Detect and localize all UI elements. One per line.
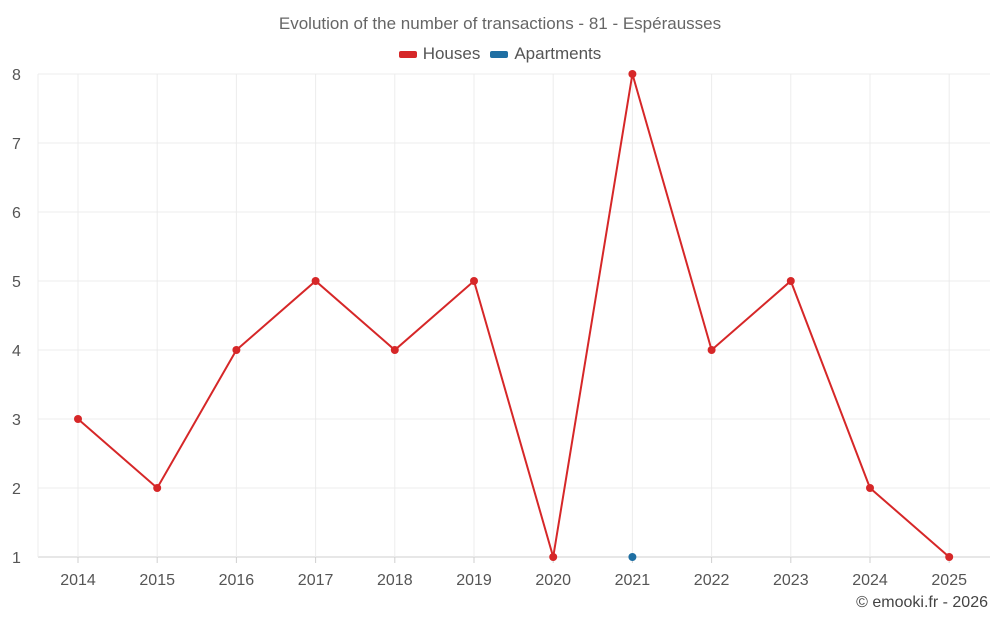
y-tick-label: 7 <box>12 136 21 153</box>
x-tick-label: 2019 <box>456 572 492 589</box>
x-tick-label: 2020 <box>535 572 571 589</box>
y-tick-label: 2 <box>12 481 21 498</box>
data-point-houses <box>470 277 478 285</box>
legend-swatch-apartments <box>490 50 509 58</box>
data-point-houses <box>945 553 954 561</box>
data-point-houses <box>232 346 241 354</box>
x-tick-label: 2023 <box>773 572 809 589</box>
y-axis: 1 2 3 4 5 6 7 8 <box>12 67 21 567</box>
legend-label-apartments: Apartments <box>514 44 602 63</box>
legend-item-houses[interactable]: Houses <box>398 44 481 64</box>
data-point-houses <box>628 70 637 78</box>
series-layer <box>74 70 954 561</box>
x-tick-label: 2022 <box>694 572 730 589</box>
legend-item-apartments[interactable]: Apartments <box>490 44 601 64</box>
data-point-houses <box>549 553 558 561</box>
y-tick-label: 8 <box>12 67 21 84</box>
x-axis: 2014 2015 2016 2017 2018 2019 2020 2021 2022 2023… <box>60 572 967 589</box>
data-point-houses <box>390 346 399 354</box>
data-point-houses <box>311 277 320 285</box>
x-tick-label: 2014 <box>60 572 96 589</box>
data-point-houses <box>153 484 162 492</box>
data-point-houses <box>866 484 874 492</box>
chart-title: Evolution of the number of transactions … <box>278 14 722 33</box>
legend-label-houses: Houses <box>422 44 481 63</box>
legend: Houses Apartments <box>0 44 1000 64</box>
series-line-houses <box>77 73 950 558</box>
x-tick-label: 2025 <box>931 572 967 589</box>
y-tick-label: 6 <box>12 205 21 222</box>
x-tick-label: 2021 <box>615 572 651 589</box>
legend-swatch-houses <box>398 50 417 58</box>
x-tick-label: 2024 <box>852 572 888 589</box>
data-point-houses <box>786 277 795 285</box>
y-tick-label: 4 <box>12 343 21 360</box>
y-tick-label: 1 <box>12 550 21 567</box>
data-point-apartments <box>628 553 637 561</box>
y-tick-label: 3 <box>12 412 21 429</box>
x-tick-label: 2016 <box>219 572 255 589</box>
x-tick-label: 2017 <box>298 572 334 589</box>
watermark: © emooki.fr - 2026 <box>856 594 988 611</box>
y-tick-label: 5 <box>12 274 21 291</box>
data-point-houses <box>74 415 82 423</box>
data-point-houses <box>707 346 716 354</box>
grid <box>37 73 990 563</box>
x-tick-label: 2018 <box>377 572 413 589</box>
x-tick-label: 2015 <box>139 572 175 589</box>
